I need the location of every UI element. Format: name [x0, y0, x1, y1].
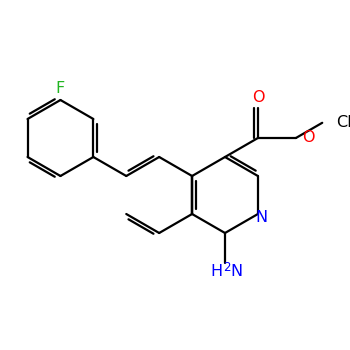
Text: O: O: [252, 90, 264, 105]
Text: H: H: [211, 264, 223, 279]
Text: O: O: [302, 131, 314, 146]
Text: 3: 3: [348, 112, 350, 125]
Text: F: F: [56, 81, 65, 96]
Text: N: N: [256, 210, 268, 225]
Text: 2: 2: [223, 261, 231, 274]
Text: CH: CH: [336, 115, 350, 130]
Text: N: N: [230, 264, 242, 279]
